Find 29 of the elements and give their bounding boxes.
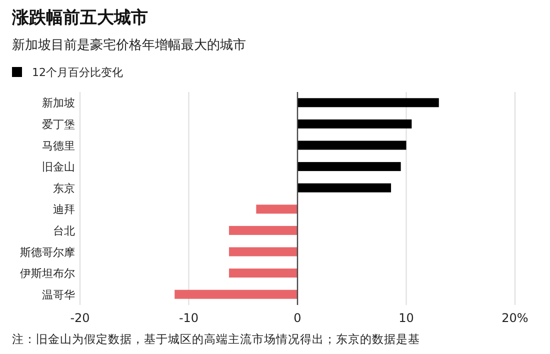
chart-title: 涨跌幅前五大城市: [11, 8, 148, 28]
chart-subtitle: 新加坡目前是豪宅价格年增幅最大的城市: [12, 37, 246, 53]
y-tick-label: 伊斯坦布尔: [20, 267, 75, 280]
bar: [298, 119, 412, 128]
bar: [228, 226, 298, 235]
x-tick-label: 10: [398, 311, 414, 325]
y-tick-label: 东京: [53, 182, 75, 195]
bar: [256, 204, 298, 214]
y-tick-label: 新加坡: [42, 96, 75, 110]
y-tick-label: 温哥华: [42, 288, 75, 302]
bar: [228, 268, 298, 278]
bar: [228, 247, 298, 256]
y-tick-label: 斯德哥尔摩: [20, 246, 75, 259]
bar: [298, 162, 401, 172]
bar: [298, 183, 392, 192]
y-tick-label: 爱丁堡: [42, 118, 75, 131]
y-tick-label: 马德里: [42, 139, 75, 152]
y-tick-label: 台北: [53, 224, 75, 238]
legend-label: 12个月百分比变化: [32, 66, 123, 79]
x-tick-label: 0: [294, 311, 302, 325]
bar: [298, 140, 406, 150]
x-tick-label: -20: [70, 311, 90, 325]
bar: [174, 290, 298, 299]
y-tick-label: 迪拜: [53, 203, 75, 216]
text: 注：旧金山为假定数据，基于城区的高端主流市场情况得出；东京的数据是基: [12, 332, 420, 346]
x-tick-label: -10: [178, 311, 199, 325]
y-tick-label: 旧金山: [42, 160, 75, 174]
x-tick-label: 20%: [502, 311, 528, 325]
bar: [298, 98, 439, 108]
